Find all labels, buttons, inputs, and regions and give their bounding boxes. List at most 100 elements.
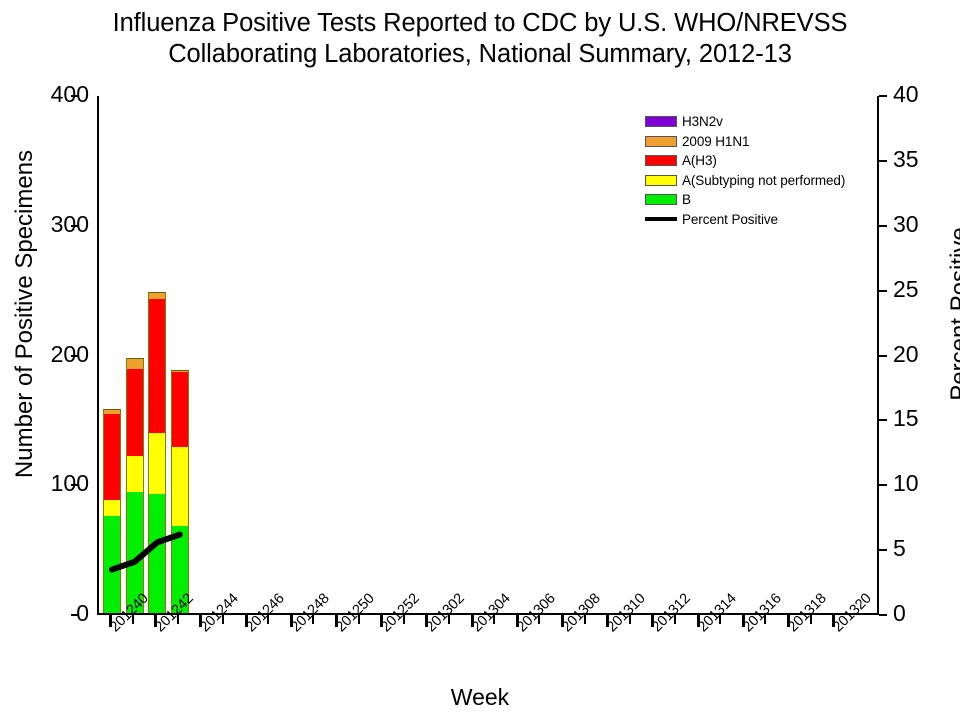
legend-item-label: A(H3): [682, 153, 717, 169]
legend-item: A(Subtyping not performed): [645, 171, 845, 191]
x-axis-tick: [380, 615, 384, 627]
y-axis-right-tick-label: 40: [893, 81, 919, 107]
y-axis-right-tick: [879, 549, 887, 552]
bar-segment: [103, 408, 121, 415]
x-axis-tick: [470, 615, 474, 627]
page-title: Influenza Positive Tests Reported to CDC…: [112, 9, 848, 68]
x-axis-tick: [312, 615, 315, 624]
y-axis-left-tick-label: 100: [50, 470, 89, 497]
legend-item: A(H3): [645, 151, 845, 171]
x-axis-tick: [289, 615, 293, 627]
legend-color-swatch: [645, 135, 677, 147]
bar-segment: [125, 368, 144, 457]
y-axis-right-tick: [879, 419, 887, 422]
bar-segment: [125, 358, 144, 370]
bar-segment: [103, 413, 121, 501]
bar-segment: [170, 369, 189, 372]
bar-segment: [170, 446, 189, 527]
y-axis-right-title: Percent Positive: [946, 227, 960, 401]
x-axis-tick: [448, 615, 450, 624]
bar-group: [170, 369, 189, 613]
y-axis-left-tick-label: 0: [76, 600, 89, 626]
y-axis-right-tick-label: 20: [893, 340, 919, 367]
y-axis-right-tick-label: 10: [893, 470, 919, 497]
bar-group: [125, 358, 144, 613]
y-axis-right-tick-label: 5: [893, 535, 906, 562]
y-axis-left-tick-label: 300: [50, 210, 89, 237]
y-axis-left-tick-label: 400: [50, 81, 89, 107]
legend-item: Percent Positive: [645, 210, 845, 230]
legend-item-label: H3N2v: [682, 114, 723, 130]
x-axis-tick: [787, 615, 790, 627]
y-axis-left-tick-label: 200: [50, 340, 89, 367]
x-axis-tick: [696, 615, 700, 627]
y-axis-right-tick: [879, 614, 887, 616]
bar-group: [148, 291, 167, 613]
bar-segment: [148, 493, 167, 613]
bar-group: [103, 408, 121, 613]
legend-item-label: A(Subtyping not performed): [682, 172, 846, 188]
bar-segment: [103, 515, 121, 613]
bar-segment: [148, 298, 167, 433]
bar-segment: [148, 432, 167, 494]
y-axis-right-tick: [879, 289, 887, 292]
bar-segment: [148, 291, 167, 300]
x-axis-tick: [154, 615, 158, 627]
y-axis-right-tick-label: 0: [893, 600, 906, 626]
x-axis-tick: [199, 615, 203, 627]
y-axis-right-tick-label: 30: [893, 210, 919, 237]
x-axis-tick: [674, 615, 676, 624]
y-axis-right-tick: [879, 224, 887, 227]
x-axis-tick: [651, 615, 655, 627]
x-axis-tick: [741, 615, 745, 627]
legend-line-marker: [645, 217, 677, 222]
x-axis-tick: [809, 615, 812, 624]
legend-item-label: Percent Positive: [682, 211, 778, 227]
y-axis-right-tick: [879, 354, 887, 357]
legend-color-swatch: [645, 174, 677, 186]
x-axis-tick: [357, 615, 360, 624]
x-axis-tick: [583, 615, 586, 624]
legend-item-label: 2009 H1N1: [682, 133, 750, 149]
y-axis-right-tick: [879, 95, 887, 97]
legend-item: B: [645, 190, 845, 210]
plot-area: [97, 96, 879, 615]
x-axis-tick: [267, 615, 270, 624]
x-axis-tick: [515, 615, 519, 627]
y-axis-left-tick: [71, 484, 79, 487]
bar-segment: [170, 371, 189, 447]
x-axis-tick: [335, 615, 338, 627]
x-axis-tick: [244, 615, 248, 627]
y-axis-right-tick-label: 35: [893, 145, 919, 172]
bar-segment: [125, 455, 144, 493]
x-axis-tick: [425, 615, 429, 627]
x-axis-tick: [131, 615, 134, 624]
x-axis-tick: [176, 615, 179, 624]
x-axis-tick: [628, 615, 631, 624]
legend: H3N2v 2009 H1N1 A(H3) A(Subtyping not perfo…: [645, 112, 845, 229]
legend-color-swatch: [645, 116, 677, 128]
x-axis-tick: [606, 615, 610, 627]
x-axis-tick: [561, 615, 564, 627]
y-axis-left-title: Number of Positive Specimens: [11, 149, 38, 479]
y-axis-right-tick: [879, 484, 887, 487]
legend-item: H3N2v: [645, 112, 845, 132]
x-axis-tick: [764, 615, 767, 624]
bar-segment: [103, 499, 121, 516]
legend-color-swatch: [645, 155, 677, 167]
y-axis-left-tick: [71, 614, 79, 616]
y-axis-left-tick: [71, 354, 79, 357]
x-axis-tick: [222, 615, 224, 624]
x-axis-tick: [109, 615, 112, 627]
x-axis-tick: [719, 615, 722, 624]
y-axis-right-tick-label: 25: [893, 275, 919, 302]
legend-item-label: B: [682, 192, 691, 208]
x-axis-title: Week: [450, 684, 510, 710]
y-axis-right-tick: [879, 159, 887, 162]
y-axis-left-tick: [71, 95, 79, 97]
x-axis-tick: [832, 615, 836, 627]
legend-item: 2009 H1N1: [645, 132, 845, 152]
x-axis-tick: [402, 615, 405, 624]
legend-color-swatch: [645, 194, 677, 206]
